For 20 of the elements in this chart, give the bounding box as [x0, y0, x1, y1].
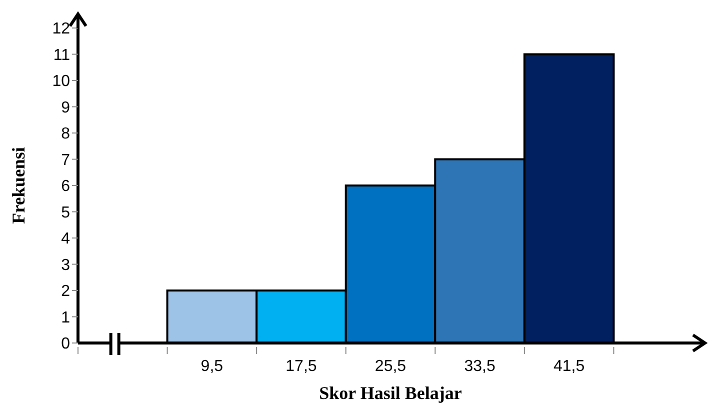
y-tick-label: 1 [61, 309, 70, 326]
x-tick-label: 33,5 [464, 358, 496, 375]
x-axis-title: Skor Hasil Belajar [319, 383, 462, 403]
y-tick-label: 8 [61, 126, 70, 143]
y-tick-label: 2 [61, 283, 70, 300]
y-tick-label: 4 [61, 230, 70, 248]
y-tick-label: 5 [61, 204, 70, 222]
x-tick-label: 25,5 [374, 358, 406, 375]
y-axis-title: Frekuensi [8, 147, 28, 224]
x-tick-label: 17,5 [286, 358, 317, 375]
y-tick-label: 10 [52, 73, 70, 90]
y-tick-label: 7 [61, 152, 70, 169]
y-tick-label: 12 [52, 20, 70, 38]
y-tick-label: 3 [61, 256, 70, 274]
x-tick-label: 41,5 [554, 358, 585, 375]
y-tick-label: 0 [61, 336, 70, 353]
y-tick-label: 9 [61, 99, 70, 116]
x-tick-label: 9,5 [200, 358, 224, 375]
y-tick-label: 11 [53, 46, 70, 64]
y-tick-label: 6 [61, 178, 70, 196]
